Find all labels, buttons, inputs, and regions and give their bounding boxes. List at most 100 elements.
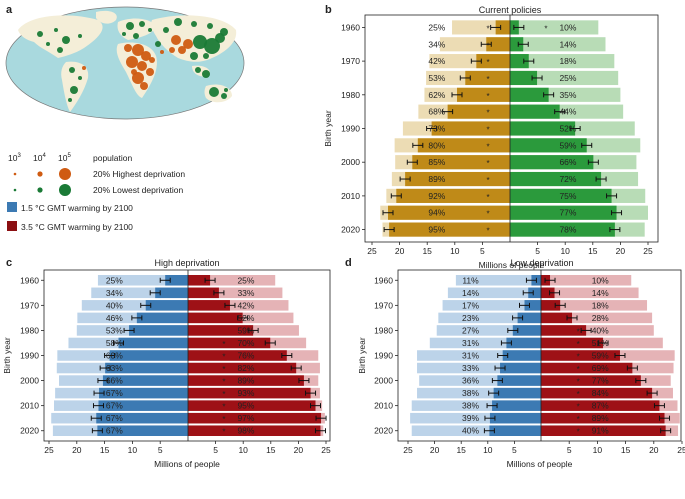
pct-label-right: 59% (592, 351, 609, 361)
bar-right-total (188, 300, 289, 311)
bar-left-exposed (405, 171, 510, 187)
pct-label-left: 95% (428, 225, 445, 235)
size-tick-100000: 105 (58, 153, 71, 163)
map-dot (124, 44, 132, 52)
panel-letter-d: d (345, 257, 352, 269)
orange-dot-large (59, 168, 71, 180)
pct-label-left: 25% (428, 22, 445, 32)
panel-letter-a: a (6, 4, 13, 16)
bar-right-exposed (541, 287, 555, 299)
bar-left-exposed (528, 287, 541, 299)
x-tick-label: 20 (649, 445, 659, 455)
bar-right-total (541, 300, 648, 311)
map-dot (169, 47, 175, 53)
significance-star-right: * (577, 378, 580, 387)
y-tick-label: 1990 (341, 124, 360, 134)
bar-right-exposed (510, 54, 529, 69)
land-north-america (18, 15, 103, 58)
map-dot (195, 67, 201, 73)
y-tick-label: 2000 (374, 376, 393, 386)
map-dot (140, 82, 148, 90)
pct-label-right: 70% (237, 338, 254, 348)
map-dot (62, 36, 70, 44)
pct-label-left: 67% (106, 401, 123, 411)
map-dot (82, 66, 86, 70)
pct-label-right: 77% (592, 376, 609, 386)
pct-label-right: 98% (237, 426, 254, 436)
bar-left-exposed (512, 325, 541, 336)
x-tick-label: 25 (677, 445, 685, 455)
pct-label-right: 52% (559, 124, 576, 134)
x-tick-label: 20 (294, 445, 304, 455)
red-legend-label: 3.5 °C GMT warming by 2100 (21, 222, 133, 232)
bar-left-exposed (129, 325, 188, 336)
map-dot (160, 50, 164, 54)
significance-star-right: * (222, 403, 225, 412)
pct-label-right: 87% (592, 401, 609, 411)
panel-a: a 103 104 105 population 20% Highest dep… (5, 4, 245, 232)
significance-star-right: * (577, 390, 580, 399)
chart-b: 25% 10% * * 34% 14% * 42% 18% * 53% 25% * 62% 35% * 68% 4… (323, 14, 659, 270)
pct-label-left: 80% (428, 140, 445, 150)
x-tick-label: 5 (158, 445, 163, 455)
significance-star-right: * (577, 365, 580, 374)
significance-star-right: * (222, 340, 225, 349)
significance-star-right: * (577, 428, 580, 437)
x-tick-label: 15 (621, 445, 631, 455)
y-axis-label: Birth year (2, 337, 12, 374)
significance-star-right: * (222, 378, 225, 387)
pct-label-right: 59% (237, 325, 254, 335)
significance-star-right: * (544, 24, 547, 33)
bar-left-exposed (155, 287, 188, 299)
map-dot (174, 18, 182, 26)
pct-label-left: 36% (462, 376, 479, 386)
y-tick-label: 2020 (374, 426, 393, 436)
y-axis-label: Birth year (357, 337, 367, 374)
pct-label-left: 67% (106, 388, 123, 398)
pct-label-left: 38% (462, 388, 479, 398)
bar-right-total (541, 275, 632, 286)
pct-label-right: 84% (592, 388, 609, 398)
bar-right-exposed (188, 387, 311, 399)
map-dot (149, 57, 155, 63)
bar-right-total (541, 325, 654, 336)
x-tick-label: 25 (403, 445, 413, 455)
bar-left-exposed (136, 312, 188, 324)
y-axis-label: Birth year (323, 110, 333, 147)
bar-left-exposed (165, 275, 188, 286)
pct-label-right: 14% (559, 39, 576, 49)
significance-star-right: * (222, 365, 225, 374)
bar-left-exposed (495, 20, 510, 35)
bar-right-exposed (188, 325, 254, 336)
significance-star-right: * (222, 415, 225, 424)
bar-left-exposed (476, 54, 510, 69)
bar-right-exposed (510, 138, 587, 153)
bar-left-exposed (97, 425, 188, 436)
pct-label-right: 93% (237, 388, 254, 398)
pct-label-left: 38% (462, 401, 479, 411)
size-tick-10000: 104 (33, 153, 46, 163)
map-dot (141, 51, 151, 61)
x-tick-label: 10 (238, 445, 248, 455)
x-axis-label: Millions of people (507, 459, 573, 469)
map-population-dots (37, 18, 228, 102)
significance-star-left: * (486, 227, 489, 236)
pct-label-left: 31% (462, 351, 479, 361)
pct-label-right: 69% (592, 363, 609, 373)
pct-label-left: 34% (106, 288, 123, 298)
pct-label-right: 10% (559, 22, 576, 32)
bar-right-exposed (510, 37, 524, 52)
significance-star-left: * (486, 193, 489, 202)
significance-star-left: * (486, 41, 489, 50)
x-tick-label: 10 (593, 445, 603, 455)
pct-label-right: 25% (559, 73, 576, 83)
bar-right-total (510, 37, 606, 52)
pct-label-right: 44% (559, 107, 576, 117)
map-dot (178, 46, 186, 54)
bar-left-total (97, 275, 188, 286)
x-tick-label: 20 (395, 246, 405, 256)
map-dot (139, 21, 145, 27)
map-dot (207, 23, 213, 29)
bar-left-exposed (492, 400, 541, 411)
x-tick-label: 15 (422, 246, 432, 256)
